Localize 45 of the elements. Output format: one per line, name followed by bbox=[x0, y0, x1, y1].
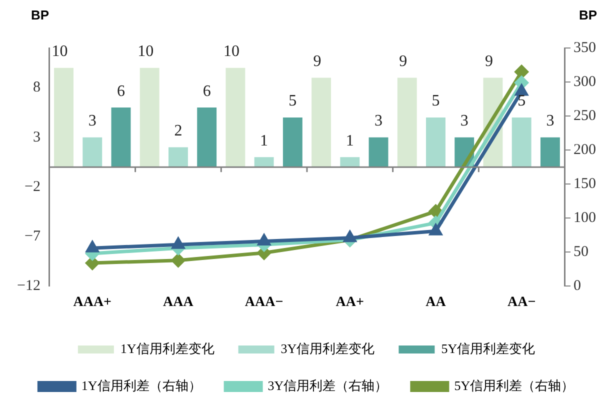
data-label: 5 bbox=[432, 92, 440, 110]
x-tick-label: AA− bbox=[507, 295, 536, 310]
y2-axis-title: BP bbox=[578, 8, 598, 23]
y2-tick-label: 200 bbox=[574, 142, 596, 158]
legend-label: 3Y信用利差变化 bbox=[280, 340, 375, 356]
legend-label: 3Y信用利差（右轴） bbox=[268, 378, 388, 393]
data-label: 6 bbox=[202, 82, 211, 100]
legend-label: 5Y信用利差（右轴） bbox=[454, 378, 574, 393]
x-tick-label: AA+ bbox=[336, 295, 364, 310]
data-label: 1 bbox=[260, 132, 268, 150]
x-tick-label: AAA+ bbox=[73, 295, 112, 310]
y2-tick-label: 0 bbox=[574, 278, 581, 294]
data-label: 9 bbox=[484, 52, 493, 70]
y2-tick-label: 300 bbox=[574, 74, 596, 90]
data-label: 3 bbox=[546, 112, 554, 130]
data-label: 6 bbox=[116, 82, 125, 100]
data-label: 10 bbox=[138, 43, 154, 60]
data-label: 9 bbox=[313, 52, 322, 70]
data-label: 3 bbox=[460, 112, 468, 130]
y2-tick-label: 150 bbox=[574, 176, 596, 192]
x-tick-label: AAA− bbox=[244, 295, 284, 310]
y-tick-label: −12 bbox=[16, 278, 40, 294]
data-label: 3 bbox=[374, 112, 383, 130]
y2-tick-label: 250 bbox=[574, 108, 596, 124]
y2-tick-label: 350 bbox=[574, 40, 596, 56]
x-tick-label: AAA bbox=[163, 295, 194, 310]
y-tick-label: 3 bbox=[32, 129, 40, 146]
x-tick-label: AA bbox=[426, 295, 447, 310]
legend-label: 1Y信用利差（右轴） bbox=[81, 378, 202, 393]
y-tick-label: 8 bbox=[32, 80, 40, 96]
data-label: 3 bbox=[88, 112, 96, 130]
data-label: 5 bbox=[288, 92, 297, 110]
y-axis-title: BP bbox=[30, 8, 50, 23]
data-label: 10 bbox=[52, 43, 68, 60]
data-label: 10 bbox=[223, 43, 240, 60]
data-label: 2 bbox=[174, 122, 182, 140]
y-tick-label: −2 bbox=[24, 178, 40, 195]
data-label: 9 bbox=[399, 52, 408, 70]
data-label: 1 bbox=[346, 132, 354, 150]
y2-tick-label: 100 bbox=[574, 210, 596, 226]
data-label: 5 bbox=[518, 92, 526, 110]
legend-label: 1Y信用利差变化 bbox=[120, 340, 214, 356]
y2-tick-label: 50 bbox=[574, 244, 588, 260]
y-tick-label: −7 bbox=[24, 228, 41, 245]
legend-label: 5Y信用利差变化 bbox=[441, 340, 536, 356]
